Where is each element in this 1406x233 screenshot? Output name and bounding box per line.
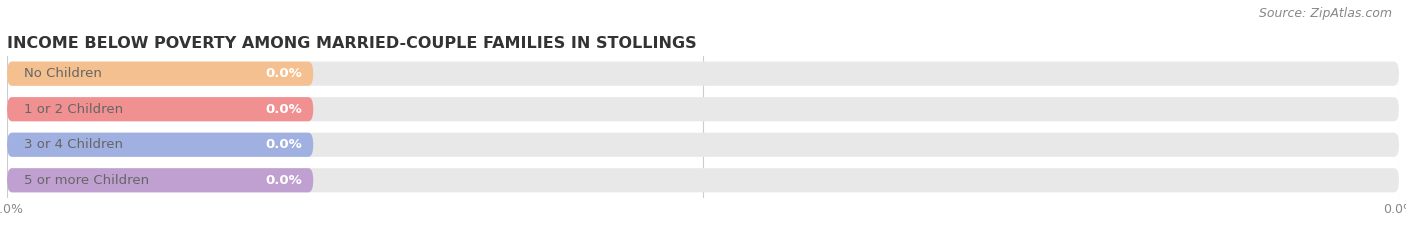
Text: No Children: No Children <box>24 67 101 80</box>
FancyBboxPatch shape <box>7 133 1399 157</box>
FancyBboxPatch shape <box>7 97 1399 121</box>
Text: 0.0%: 0.0% <box>266 174 302 187</box>
Text: 0.0%: 0.0% <box>266 67 302 80</box>
FancyBboxPatch shape <box>7 168 1399 192</box>
FancyBboxPatch shape <box>7 62 314 86</box>
Text: 5 or more Children: 5 or more Children <box>24 174 149 187</box>
Text: 3 or 4 Children: 3 or 4 Children <box>24 138 122 151</box>
Text: 1 or 2 Children: 1 or 2 Children <box>24 103 122 116</box>
FancyBboxPatch shape <box>7 62 1399 86</box>
FancyBboxPatch shape <box>7 168 314 192</box>
Text: INCOME BELOW POVERTY AMONG MARRIED-COUPLE FAMILIES IN STOLLINGS: INCOME BELOW POVERTY AMONG MARRIED-COUPL… <box>7 36 696 51</box>
Text: 0.0%: 0.0% <box>266 103 302 116</box>
FancyBboxPatch shape <box>7 133 314 157</box>
Text: 0.0%: 0.0% <box>266 138 302 151</box>
Text: Source: ZipAtlas.com: Source: ZipAtlas.com <box>1258 7 1392 20</box>
FancyBboxPatch shape <box>7 97 314 121</box>
